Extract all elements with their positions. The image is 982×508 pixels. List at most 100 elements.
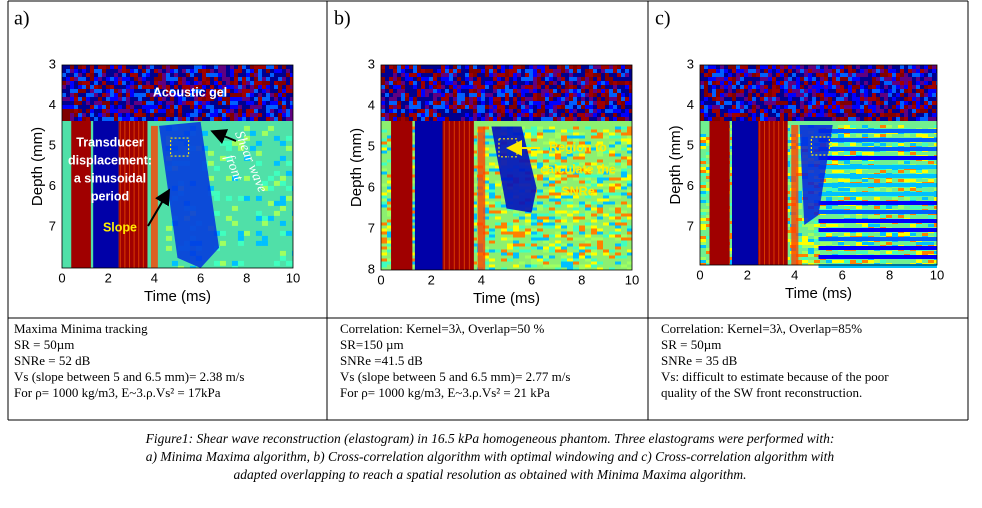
gel-noise	[708, 69, 712, 73]
gel-noise	[908, 89, 912, 93]
gel-noise	[134, 97, 138, 101]
gel-noise	[282, 85, 286, 89]
gel-noise	[728, 85, 732, 89]
texture	[591, 237, 597, 241]
gel-noise	[162, 117, 166, 121]
gel-noise	[936, 117, 937, 121]
texture	[856, 134, 862, 137]
texture	[237, 140, 244, 146]
gel-noise	[820, 89, 824, 93]
gel-noise	[222, 101, 226, 105]
gel-noise	[924, 105, 928, 109]
stripe-line	[773, 65, 775, 265]
gel-noise	[445, 109, 449, 113]
texture	[597, 177, 603, 181]
gel-noise	[182, 81, 186, 85]
gel-noise	[158, 93, 162, 97]
gel-noise	[796, 69, 800, 73]
gel-noise	[385, 89, 389, 93]
texture	[411, 153, 417, 157]
gel-noise	[904, 109, 908, 113]
gel-noise	[928, 105, 932, 109]
gel-noise	[246, 117, 250, 121]
gel-noise	[206, 77, 210, 81]
gel-noise	[533, 77, 537, 81]
gel-noise	[840, 109, 844, 113]
gel-noise	[190, 97, 194, 101]
gel-noise	[776, 117, 780, 121]
gel-noise	[884, 65, 888, 69]
texture	[898, 170, 904, 173]
gel-noise	[768, 101, 772, 105]
gel-noise	[573, 105, 577, 109]
texture	[207, 155, 214, 161]
texture	[501, 204, 507, 208]
gel-noise	[254, 93, 258, 97]
gel-noise	[724, 69, 728, 73]
gel-noise	[178, 85, 182, 89]
texture	[615, 216, 621, 220]
gel-noise	[764, 65, 768, 69]
gel-noise	[242, 89, 246, 93]
texture	[471, 174, 477, 178]
texture	[603, 129, 609, 133]
texture	[225, 215, 232, 221]
gel-noise	[589, 93, 593, 97]
gel-noise	[437, 97, 441, 101]
texture	[291, 210, 293, 216]
gel-noise	[397, 105, 401, 109]
texture	[844, 143, 850, 146]
gel-noise	[732, 101, 736, 105]
gel-noise	[210, 81, 214, 85]
texture	[543, 156, 549, 160]
texture	[585, 240, 591, 244]
gel-noise	[561, 117, 565, 121]
texture	[489, 162, 495, 166]
gel-noise	[481, 109, 485, 113]
gel-noise	[182, 73, 186, 77]
gel-noise	[66, 117, 70, 121]
texture	[868, 224, 874, 227]
gel-noise	[585, 85, 589, 89]
gel-noise	[549, 109, 553, 113]
gel-noise	[840, 113, 844, 117]
gel-noise	[202, 85, 206, 89]
gel-noise	[908, 81, 912, 85]
gel-noise	[828, 65, 832, 69]
gel-noise	[796, 85, 800, 89]
gel-noise	[605, 73, 609, 77]
texture	[880, 125, 886, 128]
gel-noise	[840, 89, 844, 93]
gel-noise	[740, 69, 744, 73]
texture	[910, 206, 916, 209]
gel-noise	[122, 89, 126, 93]
texture	[291, 260, 293, 266]
gel-noise	[258, 117, 262, 121]
gel-noise	[66, 97, 70, 101]
gel-noise	[142, 65, 146, 69]
gel-noise	[796, 77, 800, 81]
texture	[381, 192, 387, 196]
texture	[597, 216, 603, 220]
texture	[537, 201, 543, 205]
gel-noise	[441, 65, 445, 69]
gel-noise	[844, 69, 848, 73]
texture	[261, 255, 268, 261]
texture	[910, 170, 916, 173]
gel-noise	[282, 77, 286, 81]
gel-noise	[162, 69, 166, 73]
gel-noise	[728, 97, 732, 101]
gel-noise	[748, 97, 752, 101]
gel-noise	[90, 65, 94, 69]
gel-noise	[541, 117, 545, 121]
gel-noise	[796, 93, 800, 97]
gel-noise	[445, 85, 449, 89]
gel-noise	[393, 89, 397, 93]
gel-noise	[533, 101, 537, 105]
gel-noise	[445, 81, 449, 85]
gel-noise	[892, 113, 896, 117]
gel-noise	[744, 89, 748, 93]
gel-noise	[166, 97, 170, 101]
texture	[225, 195, 232, 201]
gel-noise	[421, 97, 425, 101]
